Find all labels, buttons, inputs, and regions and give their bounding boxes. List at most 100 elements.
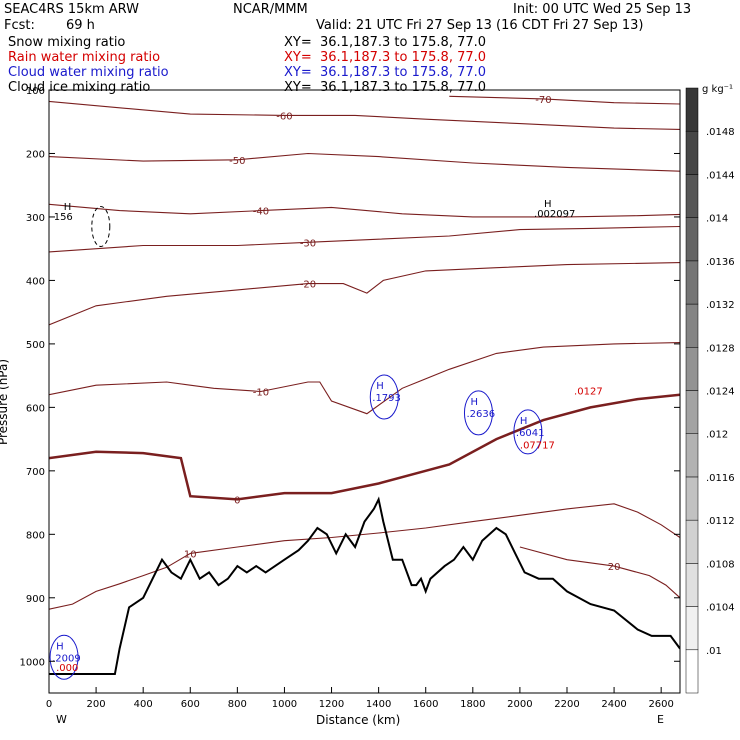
valid-time: Valid: 21 UTC Fri 27 Sep 13 (16 CDT Fri … [316,18,644,33]
isotherm-label: -70 [535,95,551,106]
field-name-cloud-water: Cloud water mixing ratio [8,65,169,80]
rain-max-value: .000 [56,663,78,674]
west-label: W [56,713,67,726]
y-tick-label: 400 [26,276,45,287]
isotherm-label: -20 [300,280,316,291]
field-name-rain: Rain water mixing ratio [8,50,161,65]
colorbar-tick-label: .014 [706,214,728,225]
field-name-cloud-ice: Cloud ice mixing ratio [8,80,151,95]
colorbar-swatch [685,130,699,175]
x-tick-label: 1000 [272,699,297,710]
x-tick-label: 400 [134,699,153,710]
isotherm--40 [49,203,680,218]
cloud-water-max-value: .6041 [516,428,545,439]
isotherm--10 [49,342,680,415]
x-tick-label: 2000 [507,699,532,710]
colorbar-swatch [685,519,699,564]
cloud-water-contour [463,390,493,436]
snow-max-value: 156 [54,212,73,223]
cloud-water-max-value: .2636 [466,409,495,420]
cloud-water-max-value: .1793 [372,393,401,404]
x-tick-label: 1200 [319,699,344,710]
colorbar-tick-label: .0108 [706,559,735,570]
isotherm-label: -50 [229,156,245,167]
colorbar-swatch [685,303,699,348]
colorbar-tick-label: .0116 [706,473,735,484]
x-tick-label: 1800 [460,699,485,710]
isotherm-label: -10 [253,388,269,399]
east-label: E [657,713,664,726]
y-axis-label: Pressure (hPa) [0,358,11,446]
colorbar-tick-label: .0136 [706,257,735,268]
snow-max-marker: H [64,202,72,213]
isotherm--20 [49,262,680,326]
colorbar-swatch [685,649,699,694]
snow-max-value: .002097 [534,209,575,220]
y-tick-label: 200 [26,149,45,160]
cloud-water-max-marker: H [376,381,384,392]
x-tick-label: 200 [87,699,106,710]
x-tick-label: 600 [181,699,200,710]
rain-max-value: .07717 [520,441,555,452]
cloud-water-max-value: .2009 [52,653,81,664]
colorbar-swatch [685,390,699,434]
colorbar-tick-label: .0112 [706,516,735,527]
cloud-water-max-marker: H [520,416,528,427]
y-tick-label: 800 [26,530,45,541]
colorbar-swatch [685,347,699,391]
colorbar-tick-label: .01 [706,646,722,657]
field-xy-rain: XY= 36.1,187.3 to 175.8, 77.0 [284,50,487,65]
y-tick-label: 900 [26,594,45,605]
isotherm--70 [449,95,680,105]
isotherm-20 [519,546,680,599]
x-tick-label: 1400 [366,699,391,710]
init-time: Init: 00 UTC Wed 25 Sep 13 [513,2,692,17]
colorbar-unit: g kg⁻¹ [702,84,733,95]
x-tick-label: 800 [228,699,247,710]
y-tick-label: 500 [26,340,45,351]
field-name-snow: Snow mixing ratio [8,35,126,50]
x-tick-label: 2200 [554,699,579,710]
colorbar-tick-label: .0144 [706,170,735,181]
cloud-water-max-marker: H [470,397,478,408]
colorbar: .01 .0104 .0108 .0112 .0116 .012 .0124 .0128 .01… [685,84,735,694]
colorbar-tick-label: .0124 [706,387,735,398]
colorbar-swatch [685,87,699,132]
cloud-water-contour [369,374,399,420]
cloud-water-max-marker: H [56,641,64,652]
isotherm-label: -30 [300,238,316,249]
field-xy-cloud-water: XY= 36.1,187.3 to 175.8, 77.0 [284,65,487,80]
field-xy-snow: XY= 36.1,187.3 to 175.8, 77.0 [284,35,487,50]
y-tick-label: 100 [26,86,45,97]
snow-contour [91,205,111,247]
rain-max-value: .0127 [574,387,603,398]
colorbar-tick-label: .012 [706,430,728,441]
terrain-line [49,496,680,675]
x-tick-label: 0 [46,699,52,710]
colorbar-swatch [685,563,699,607]
colorbar-swatch [685,217,699,262]
fcst-label: Fcst: [4,18,35,33]
isotherm--30 [49,225,680,253]
isotherm-label: -40 [253,207,269,218]
snow-max-marker: H [544,199,552,210]
x-tick-label: 1600 [413,699,438,710]
plot-frame [48,89,681,694]
colorbar-tick-label: .0132 [706,300,735,311]
colorbar-swatch [685,606,699,651]
colorbar-swatch [685,174,699,218]
isotherm--50 [49,152,680,172]
isotherm-label: 0 [234,495,240,506]
isotherm-label: 20 [608,562,621,573]
colorbar-tick-label: .0128 [706,343,735,354]
isotherm-10 [49,503,680,610]
y-tick-label: 700 [26,467,45,478]
isotherm-0 [49,393,680,501]
org-label: NCAR/MMM [233,2,308,17]
isotherm--60 [49,100,680,130]
y-tick-label: 600 [26,403,45,414]
